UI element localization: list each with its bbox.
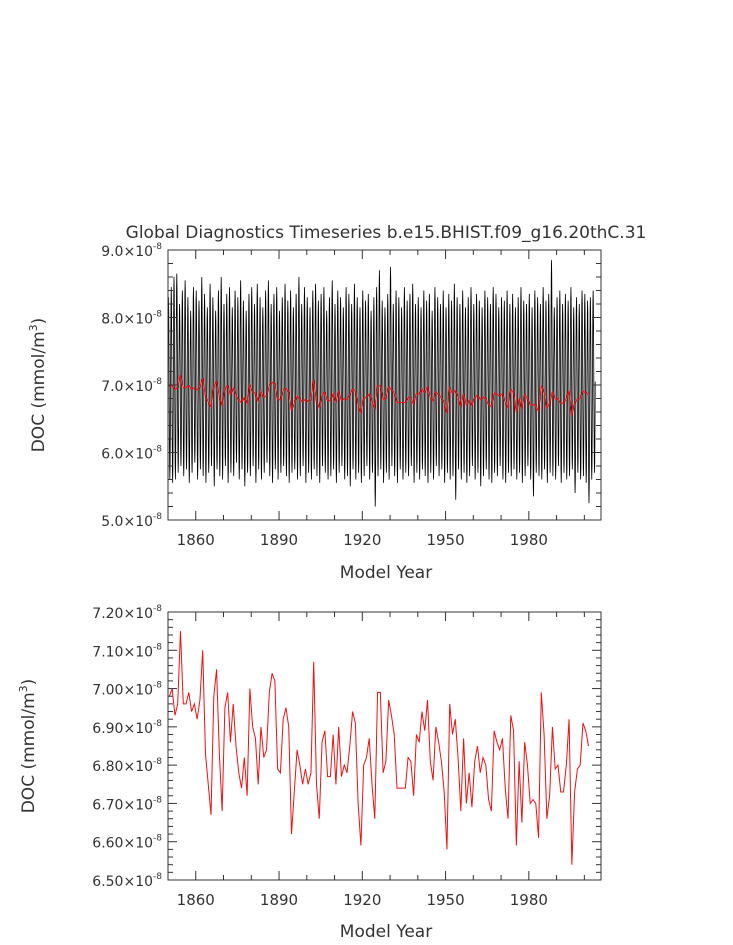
x-tick-label: 1920 [343,531,381,549]
y-tick-label: 8.0×10-8 [101,310,162,328]
monthly-series [167,260,596,507]
top-ylabel: DOC (mmol/m3) [27,318,49,453]
top-ylabel-end: ) [29,318,49,325]
annual-mean-line [169,374,589,417]
bottom-ylabel-main: DOC (mmol/m [19,692,39,813]
x-tick-label: 1950 [426,531,464,549]
x-tick-label: 1920 [343,891,381,909]
top-ylabel-sup: 3 [27,324,40,331]
y-tick-label: 6.60×10-8 [92,834,162,852]
top-panel: 1860 1890 1920 1950 1980 5.0×10-8 6.0×10-8 7.0… [27,242,602,583]
y-tick-label: 7.00×10-8 [92,681,162,699]
bottom-panel: 1860 1890 1920 1950 1980 6.50×10-86.60×10-86… [17,604,602,942]
bottom-y-ticks: 6.50×10-8 6.60×10-8 6.70×10-8 6.80×10-8 6.90… [92,604,601,890]
y-tick-label: 7.0×10-8 [101,377,162,395]
x-tick-label: 1980 [510,891,548,909]
y-tick-label: 6.70×10-8 [92,795,162,813]
top-ylabel-main: DOC (mmol/m [29,331,49,452]
x-tick-label: 1860 [177,531,215,549]
bottom-x-ticks: 1860 1890 1920 1950 1980 [167,612,585,909]
y-tick-label: 7.10×10-8 [92,642,162,660]
y-tick-label: 7.20×10-8 [92,604,162,622]
y-tick-label: 6.80×10-8 [92,757,162,775]
bottom-ylabel: DOC (mmol/m3) [17,679,39,814]
y-tick-label: 6.0×10-8 [101,445,162,463]
x-tick-label: 1950 [426,891,464,909]
x-tick-label: 1860 [177,891,215,909]
top-xlabel: Model Year [340,563,432,583]
bottom-ylabel-end: ) [19,679,39,686]
bottom-ylabel-sup: 3 [17,685,30,692]
y-tick-label: 6.90×10-8 [92,719,162,737]
top-y-ticks: 5.0×10-8 6.0×10-8 7.0×10-8 8.0×10-8 9.0×10-8 [101,242,601,530]
x-tick-label: 1980 [510,531,548,549]
monthly-doc-line [167,260,596,507]
y-tick-label: 9.0×10-8 [101,242,162,260]
chart-title: Global Diagnostics Timeseries b.e15.BHIS… [126,223,647,243]
annual-doc-line [168,631,590,865]
y-tick-label: 6.50×10-8 [92,872,162,890]
top-x-ticks: 1860 1890 1920 1950 1980 [167,250,585,549]
x-tick-label: 1890 [260,531,298,549]
annual-series-detail [168,631,590,865]
annual-mean-series [169,374,589,417]
bottom-plot-frame [167,611,602,881]
bottom-xlabel: Model Year [340,922,432,942]
x-tick-label: 1890 [260,891,298,909]
y-tick-label: 5.0×10-8 [101,512,162,530]
